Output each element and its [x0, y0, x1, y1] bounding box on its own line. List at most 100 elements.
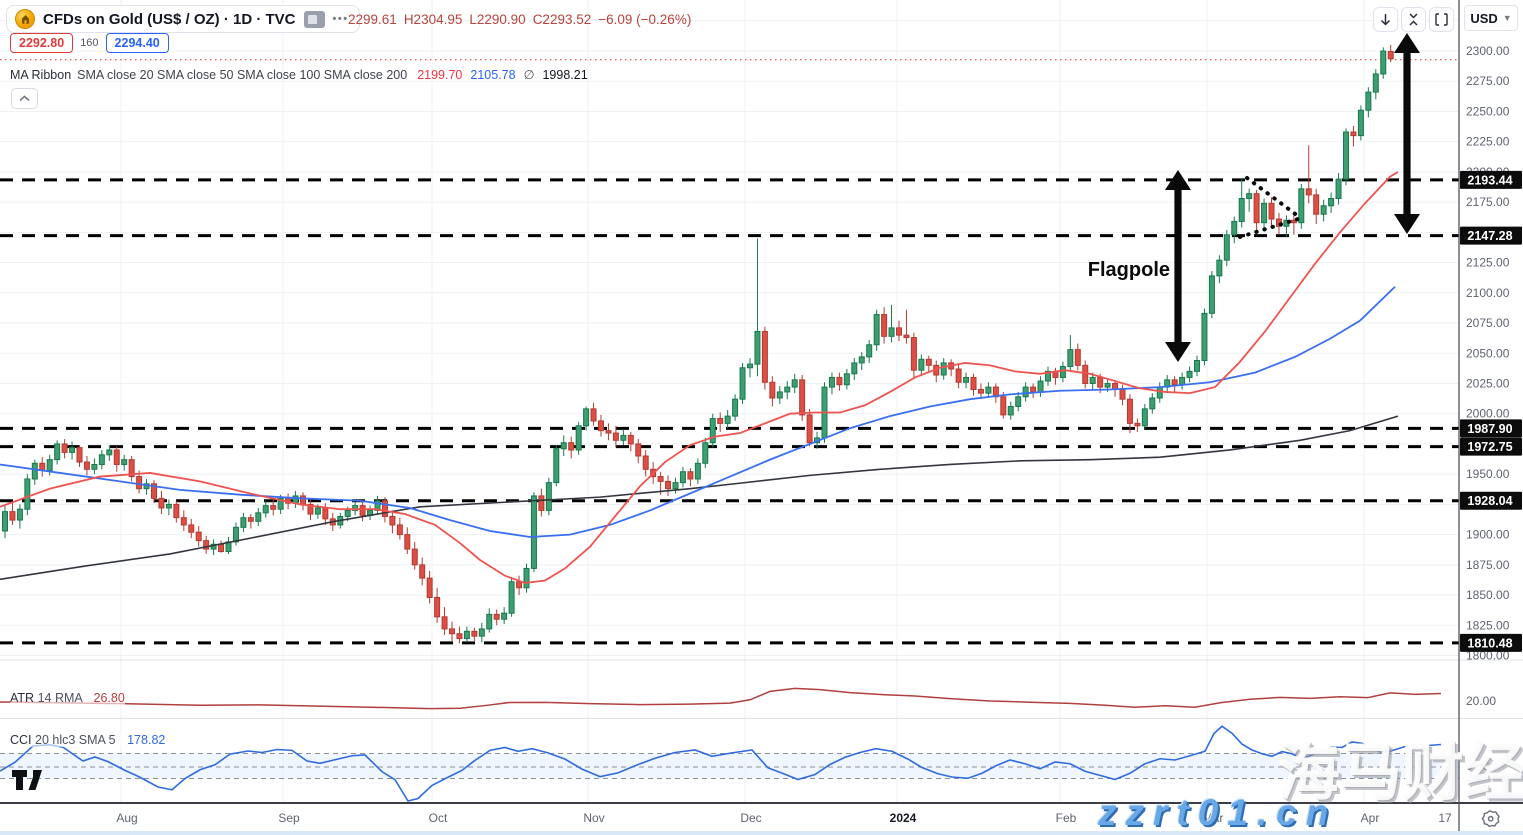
indicator-params: SMA close 20 SMA close 50 SMA close 100 … — [77, 68, 408, 82]
tradingview-logo[interactable] — [12, 770, 46, 796]
buy-price-button[interactable]: 2294.40 — [105, 33, 169, 53]
candle-body — [1119, 389, 1126, 400]
price-axis[interactable]: 2300.002275.002250.002225.002200.002175.… — [1466, 44, 1510, 773]
candle-body — [188, 524, 195, 533]
sell-price-button[interactable]: 2292.80 — [10, 33, 74, 53]
fullscreen-icon — [1435, 13, 1448, 26]
candle-body — [463, 630, 470, 640]
candle-body — [977, 389, 984, 394]
maximize-pane-button[interactable] — [1401, 7, 1426, 32]
candle-body — [314, 507, 321, 515]
source-flag-icon — [303, 10, 325, 28]
candle-body — [1365, 91, 1372, 111]
candle-body — [396, 524, 403, 536]
candle-body — [1372, 73, 1379, 93]
candle-body — [843, 373, 850, 386]
candle-body — [1238, 197, 1245, 222]
candle-body — [1134, 422, 1141, 427]
sma200-value: 1998.21 — [542, 68, 588, 82]
flagpole-label[interactable]: Flagpole — [1088, 259, 1170, 281]
candle-body — [98, 454, 105, 465]
price-tick: 2300.00 — [1466, 44, 1510, 58]
symbol-title[interactable]: CFDs on Gold (US$ / OZ) · 1D · TVC — [43, 10, 296, 28]
atr-legend[interactable]: ATR 14 RMA 26.80 — [10, 691, 125, 705]
candle-body — [471, 630, 478, 637]
candle-body — [1305, 188, 1312, 196]
sma-20-line — [0, 171, 1399, 584]
grid-lines — [0, 0, 1459, 803]
price-tick: 2250.00 — [1466, 104, 1510, 118]
candle-body — [583, 408, 590, 427]
candle-body — [1290, 219, 1297, 224]
time-axis-label: Nov — [583, 811, 604, 825]
price-level-badge — [1460, 491, 1522, 510]
candle-body — [784, 386, 791, 393]
candle-body — [732, 398, 739, 417]
time-axis-settings-button[interactable] — [1481, 809, 1500, 833]
candle-body — [545, 482, 552, 511]
symbol-legend[interactable]: CFDs on Gold (US$ / OZ) · 1D · TVC ••• — [6, 5, 360, 33]
candle-body — [165, 503, 172, 509]
spread-value: 160 — [80, 37, 99, 49]
cci-legend[interactable]: CCI 20 hlc3 SMA 5 178.82 — [10, 733, 166, 747]
cci-params: 20 hlc3 SMA 5 — [35, 733, 116, 747]
candle-body — [1194, 360, 1200, 372]
candle-body — [449, 628, 455, 635]
scroll-to-recent-button[interactable] — [1373, 7, 1398, 32]
candle-body — [381, 500, 388, 517]
candle-body — [970, 376, 977, 391]
price-tick: 2275.00 — [1466, 74, 1510, 88]
price-level-badge — [1460, 226, 1522, 245]
cci-band — [0, 753, 1459, 779]
candle-body — [679, 471, 686, 484]
candle-body — [1357, 109, 1364, 137]
candle-body — [1201, 312, 1208, 362]
watermark-cjk: 海马财经 — [1278, 739, 1523, 808]
support-resistance-levels[interactable] — [0, 178, 1459, 645]
chart-toolbar — [1373, 7, 1454, 32]
candle-body — [352, 505, 359, 511]
time-axis-label: Oct — [429, 811, 448, 825]
more-options-button[interactable]: ••• — [332, 13, 349, 25]
candle-body — [411, 548, 418, 566]
flagpole-arrow[interactable] — [1165, 170, 1191, 362]
candle-body — [955, 368, 962, 383]
ma-ribbon-legend[interactable]: MA Ribbon SMA close 20 SMA close 50 SMA c… — [10, 67, 588, 82]
collapse-legend-button[interactable] — [11, 88, 38, 109]
sma-50-line — [0, 286, 1396, 538]
candle-body — [940, 362, 947, 376]
candle-body — [1387, 50, 1394, 60]
time-axis[interactable]: Aug Sep Oct Nov Dec 2024 Feb Mar Apr 17 — [116, 811, 1452, 825]
candle-body — [702, 442, 709, 464]
candle-body — [46, 459, 53, 472]
candle-body — [672, 482, 679, 490]
candle-body — [493, 613, 500, 620]
candle-body — [1015, 396, 1022, 407]
candle-body — [1126, 398, 1133, 424]
candle-body — [180, 517, 187, 526]
fullscreen-button[interactable] — [1429, 7, 1454, 32]
svg-text:2147.28: 2147.28 — [1467, 229, 1512, 243]
candle-body — [359, 505, 366, 516]
candle-body — [69, 447, 76, 453]
time-axis-label: Apr — [1361, 811, 1380, 825]
candle-body — [1171, 379, 1178, 386]
time-axis-label: 17 — [1438, 811, 1452, 825]
candle-body — [806, 414, 813, 444]
candle-body — [31, 462, 38, 480]
candle-body — [761, 330, 768, 383]
time-axis-label: 2024 — [890, 811, 917, 825]
atr-name: ATR — [10, 691, 35, 705]
candle-body — [389, 515, 396, 526]
currency-dropdown[interactable]: USD ▼ — [1464, 5, 1518, 31]
candle-body — [255, 512, 262, 522]
candle-body — [1343, 131, 1349, 180]
candle-body — [1298, 188, 1305, 224]
tv-logo-icon — [12, 770, 42, 790]
candle-body — [828, 376, 835, 388]
pennant-pattern[interactable] — [1238, 176, 1300, 239]
measured-move-arrow[interactable] — [1394, 33, 1420, 234]
sma50-value: 2105.78 — [470, 68, 516, 82]
